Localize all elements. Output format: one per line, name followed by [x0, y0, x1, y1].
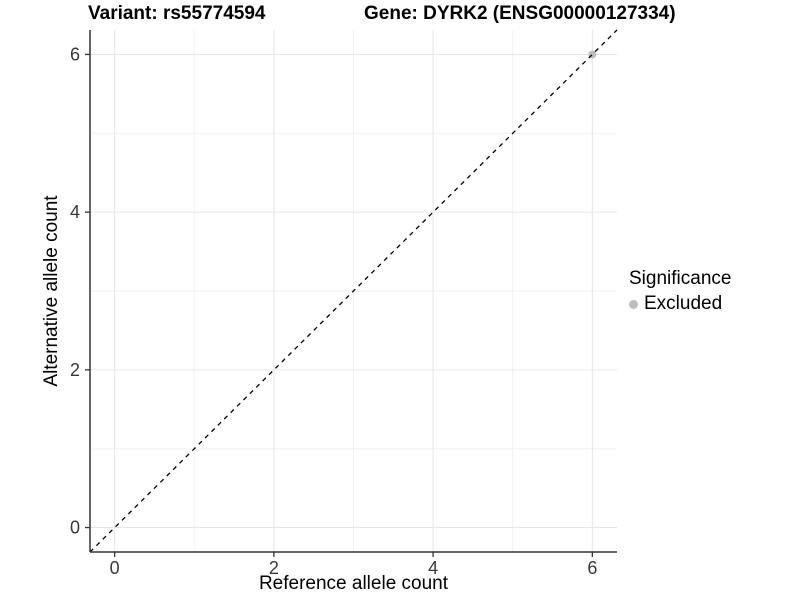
x-tick-label: 0 — [110, 558, 120, 578]
x-tick-label: 2 — [269, 558, 279, 578]
plot-title-gene: Gene: DYRK2 (ENSG00000127334) — [364, 3, 676, 24]
x-tick-label: 6 — [587, 558, 597, 578]
plot-title-variant: Variant: rs55774594 — [88, 3, 266, 24]
legend: Significance Excluded — [629, 268, 731, 315]
legend-entry-label: Excluded — [644, 293, 723, 314]
y-axis-title: Alternative allele count — [41, 195, 62, 387]
y-tick-label: 4 — [70, 202, 80, 222]
y-tick-label: 6 — [70, 44, 80, 64]
y-tick-label: 2 — [70, 360, 80, 380]
legend-entry-excluded: Excluded — [629, 293, 731, 315]
x-tick-label: 4 — [428, 558, 438, 578]
y-tick-label: 0 — [70, 518, 80, 538]
legend-point-icon — [629, 299, 638, 309]
x-axis-title: Reference allele count — [258, 573, 449, 594]
legend-title: Significance — [629, 268, 732, 289]
identity-line — [89, 29, 618, 553]
